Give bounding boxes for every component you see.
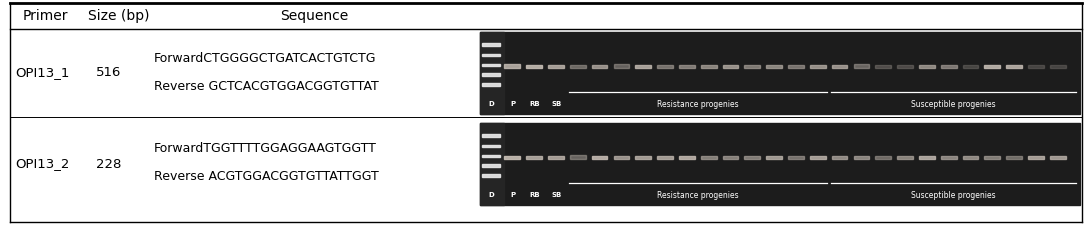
- Bar: [788, 65, 804, 68]
- Bar: [876, 156, 891, 159]
- Bar: [832, 65, 847, 68]
- Bar: [854, 156, 869, 159]
- Bar: [483, 155, 500, 157]
- Text: P: P: [510, 101, 515, 107]
- Bar: [526, 65, 542, 68]
- Bar: [984, 155, 1000, 159]
- Bar: [657, 156, 673, 159]
- Text: ForwardTGGTTTTGGAGGAAGTGGTT: ForwardTGGTTTTGGAGGAAGTGGTT: [154, 142, 377, 155]
- Bar: [483, 145, 500, 147]
- Bar: [592, 156, 607, 159]
- Bar: [854, 65, 869, 68]
- Bar: [483, 174, 500, 177]
- Text: SB: SB: [551, 192, 561, 198]
- Bar: [614, 65, 629, 68]
- Bar: [919, 65, 935, 68]
- Bar: [1028, 65, 1044, 68]
- Bar: [723, 65, 738, 68]
- Text: Reverse ACGTGGACGGTGTTATTGGT: Reverse ACGTGGACGGTGTTATTGGT: [154, 171, 379, 184]
- Bar: [480, 123, 1080, 205]
- Text: Resistance progenies: Resistance progenies: [657, 100, 739, 109]
- Text: 516: 516: [96, 67, 121, 79]
- Bar: [919, 156, 935, 159]
- Bar: [483, 54, 500, 56]
- Bar: [480, 123, 505, 205]
- Text: Reverse GCTCACGTGGACGGTGTTAT: Reverse GCTCACGTGGACGGTGTTAT: [154, 79, 379, 92]
- Bar: [657, 65, 673, 68]
- Bar: [679, 65, 695, 68]
- Bar: [483, 43, 500, 45]
- Bar: [898, 65, 913, 68]
- Bar: [526, 156, 542, 159]
- Bar: [548, 156, 563, 159]
- Text: SB: SB: [551, 101, 561, 107]
- Bar: [745, 65, 760, 68]
- Text: OPI13_1: OPI13_1: [15, 67, 70, 79]
- Text: Size (bp): Size (bp): [88, 9, 150, 23]
- Bar: [592, 65, 607, 68]
- Text: RB: RB: [530, 101, 539, 107]
- Bar: [723, 156, 738, 159]
- Bar: [1049, 65, 1066, 68]
- Bar: [505, 156, 520, 159]
- Bar: [701, 155, 716, 159]
- Text: OPI13_2: OPI13_2: [15, 158, 70, 171]
- Bar: [483, 164, 500, 167]
- Bar: [941, 65, 957, 68]
- Bar: [548, 65, 563, 68]
- Text: Sequence: Sequence: [280, 9, 348, 23]
- Bar: [1006, 156, 1022, 159]
- Text: Resistance progenies: Resistance progenies: [657, 191, 739, 200]
- Text: RB: RB: [530, 192, 539, 198]
- Bar: [810, 65, 826, 68]
- Bar: [480, 32, 505, 114]
- Bar: [941, 156, 957, 159]
- Bar: [614, 156, 629, 159]
- Bar: [505, 64, 520, 68]
- Bar: [483, 73, 500, 76]
- Bar: [570, 65, 585, 68]
- Text: Susceptible progenies: Susceptible progenies: [911, 100, 996, 109]
- Bar: [898, 156, 913, 159]
- Bar: [767, 156, 782, 159]
- Bar: [832, 156, 847, 159]
- Bar: [810, 156, 826, 159]
- Text: D: D: [488, 192, 494, 198]
- Bar: [745, 156, 760, 159]
- Text: D: D: [488, 101, 494, 107]
- Bar: [636, 156, 651, 159]
- Bar: [483, 134, 500, 137]
- Text: 228: 228: [96, 158, 121, 171]
- Text: Susceptible progenies: Susceptible progenies: [911, 191, 996, 200]
- Text: ForwardCTGGGGCTGATCACTGTCTG: ForwardCTGGGGCTGATCACTGTCTG: [154, 52, 377, 65]
- Bar: [1028, 156, 1044, 159]
- Bar: [788, 155, 804, 159]
- Bar: [984, 65, 1000, 68]
- Bar: [963, 65, 978, 68]
- Bar: [570, 155, 585, 159]
- Bar: [1006, 65, 1022, 68]
- Text: Primer: Primer: [22, 9, 68, 23]
- Bar: [480, 32, 1080, 114]
- Bar: [701, 65, 716, 68]
- Bar: [963, 155, 978, 159]
- Bar: [483, 63, 500, 66]
- Bar: [767, 65, 782, 68]
- Bar: [1049, 156, 1066, 159]
- Bar: [876, 65, 891, 68]
- Bar: [636, 65, 651, 68]
- Text: P: P: [510, 192, 515, 198]
- Bar: [483, 83, 500, 86]
- Bar: [679, 156, 695, 159]
